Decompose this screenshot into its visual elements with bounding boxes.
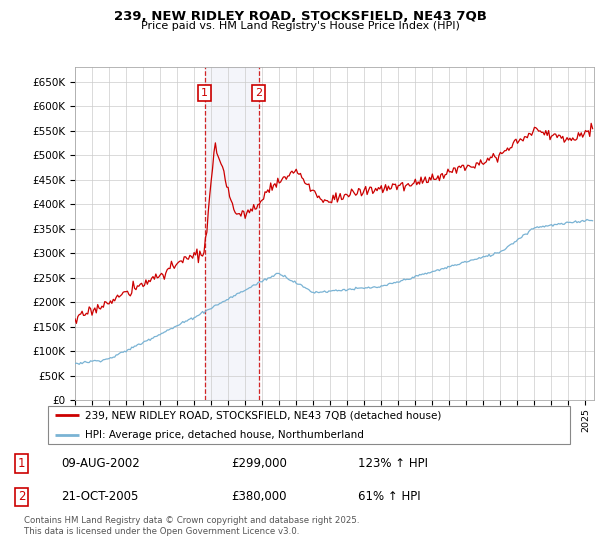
Text: £299,000: £299,000 bbox=[231, 457, 287, 470]
Text: 61% ↑ HPI: 61% ↑ HPI bbox=[358, 491, 420, 503]
Text: 239, NEW RIDLEY ROAD, STOCKSFIELD, NE43 7QB (detached house): 239, NEW RIDLEY ROAD, STOCKSFIELD, NE43 … bbox=[85, 410, 441, 421]
Bar bbox=[205, 67, 259, 400]
FancyBboxPatch shape bbox=[47, 407, 571, 444]
Text: 2: 2 bbox=[255, 88, 262, 98]
Text: £380,000: £380,000 bbox=[231, 491, 286, 503]
Text: HPI: Average price, detached house, Northumberland: HPI: Average price, detached house, Nort… bbox=[85, 430, 364, 440]
Text: 1: 1 bbox=[18, 457, 25, 470]
Text: 239, NEW RIDLEY ROAD, STOCKSFIELD, NE43 7QB: 239, NEW RIDLEY ROAD, STOCKSFIELD, NE43 … bbox=[113, 10, 487, 22]
Text: 09-AUG-2002: 09-AUG-2002 bbox=[61, 457, 140, 470]
Text: 2: 2 bbox=[18, 491, 25, 503]
Text: Contains HM Land Registry data © Crown copyright and database right 2025.
This d: Contains HM Land Registry data © Crown c… bbox=[24, 516, 359, 536]
Text: Price paid vs. HM Land Registry's House Price Index (HPI): Price paid vs. HM Land Registry's House … bbox=[140, 21, 460, 31]
Text: 21-OCT-2005: 21-OCT-2005 bbox=[61, 491, 139, 503]
Text: 123% ↑ HPI: 123% ↑ HPI bbox=[358, 457, 428, 470]
Text: 1: 1 bbox=[201, 88, 208, 98]
